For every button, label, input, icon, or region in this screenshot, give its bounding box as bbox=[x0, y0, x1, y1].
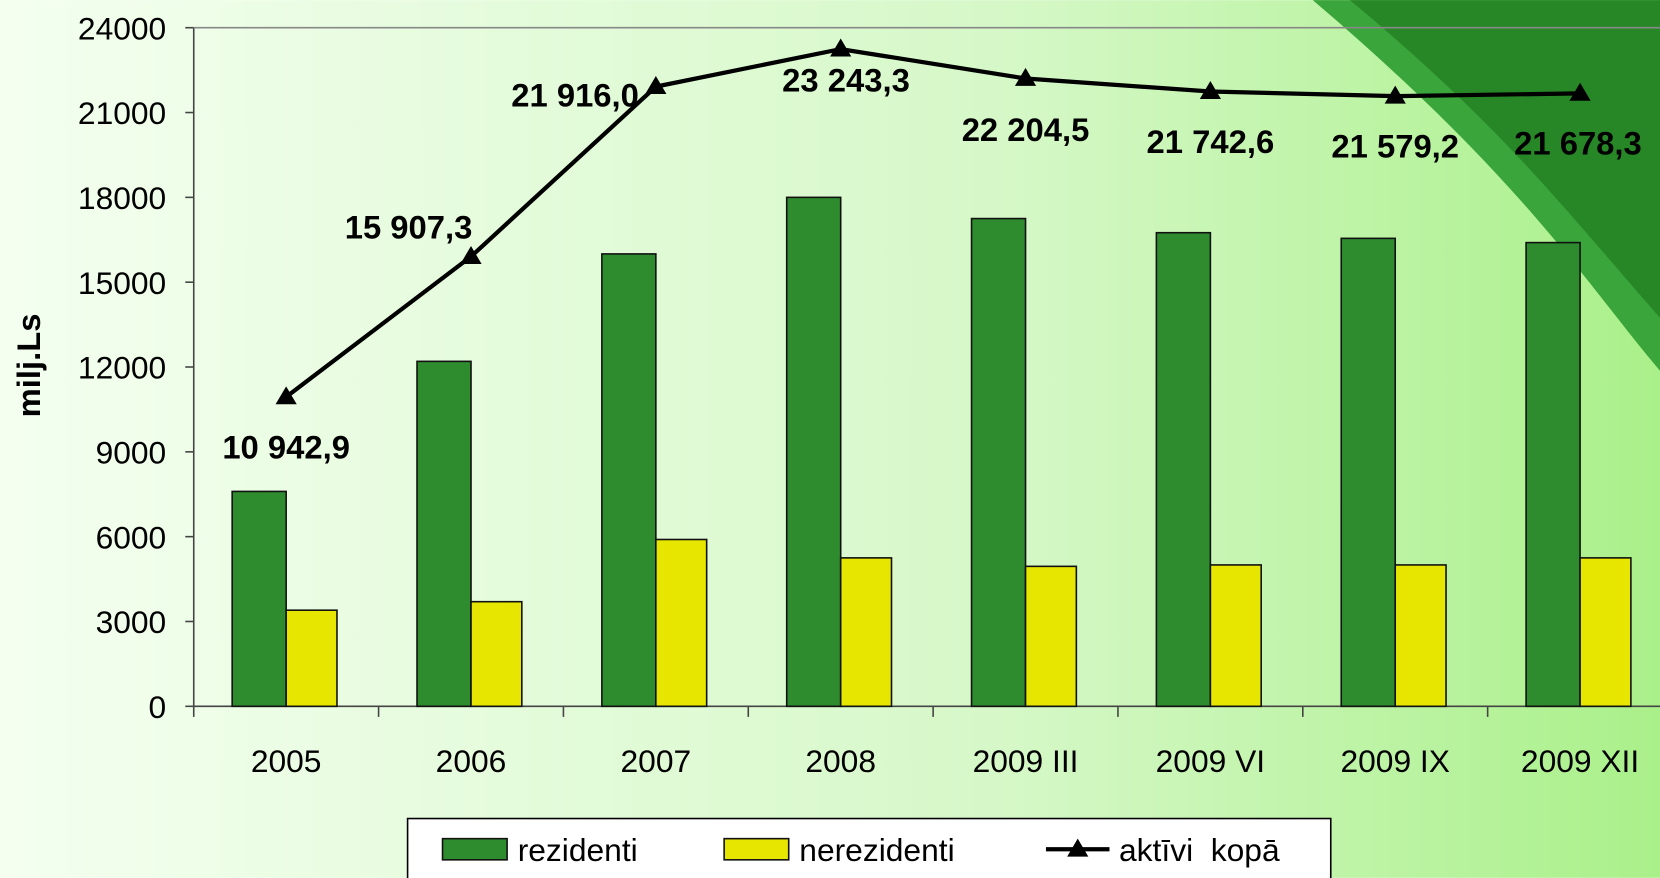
line-marker bbox=[1569, 82, 1591, 101]
legend bbox=[406, 817, 1332, 878]
line-marker bbox=[1199, 80, 1221, 99]
y-tick-label: 9000 bbox=[96, 434, 167, 470]
x-tick-label: 2009 III bbox=[973, 743, 1079, 779]
x-tick-label: 2006 bbox=[436, 743, 507, 779]
bar bbox=[1155, 231, 1212, 708]
bar bbox=[655, 538, 708, 708]
data-label: 21 916,0 bbox=[511, 77, 639, 114]
bar bbox=[1525, 241, 1581, 708]
legend-label: nerezidenti bbox=[799, 832, 954, 868]
x-tick-label: 2007 bbox=[621, 743, 692, 779]
x-tick-label: 2009 XII bbox=[1521, 743, 1639, 779]
bar bbox=[785, 196, 842, 708]
data-label: 21 742,6 bbox=[1147, 123, 1275, 160]
y-tick-label: 21000 bbox=[78, 95, 166, 131]
bar bbox=[970, 217, 1027, 708]
data-label: 21 678,3 bbox=[1514, 125, 1642, 162]
y-tick-label: 24000 bbox=[78, 10, 166, 46]
y-tick-label: 0 bbox=[149, 689, 167, 725]
line-marker bbox=[460, 245, 482, 264]
bar bbox=[231, 490, 287, 708]
legend-label: rezidenti bbox=[518, 832, 638, 868]
y-axis-label: milj.Ls bbox=[10, 313, 47, 417]
line bbox=[284, 46, 1581, 399]
bar bbox=[1024, 565, 1078, 708]
data-label: 23 243,3 bbox=[782, 61, 910, 98]
y-tick-label: 12000 bbox=[78, 350, 166, 386]
legend-swatch bbox=[441, 837, 508, 861]
line-marker bbox=[830, 38, 852, 57]
line-marker bbox=[275, 386, 297, 405]
x-tick-label: 2005 bbox=[251, 743, 322, 779]
bar bbox=[416, 360, 472, 708]
line-marker bbox=[1014, 67, 1037, 86]
bar bbox=[839, 557, 893, 708]
y-tick-label: 18000 bbox=[78, 180, 166, 216]
line-marker bbox=[1384, 85, 1406, 104]
bar bbox=[1394, 564, 1447, 708]
data-label: 21 579,2 bbox=[1331, 128, 1459, 165]
data-label: 22 204,5 bbox=[962, 111, 1090, 148]
legend-label: aktīvi kopā bbox=[1119, 832, 1280, 868]
decor-stripe bbox=[1349, 0, 1660, 318]
bar bbox=[1579, 557, 1632, 708]
data-label: 10 942,9 bbox=[222, 428, 350, 465]
y-tick-label: 15000 bbox=[78, 265, 166, 301]
bar bbox=[285, 609, 338, 708]
y-tick-label: 6000 bbox=[96, 519, 167, 555]
x-tick-label: 2008 bbox=[805, 743, 876, 779]
bar bbox=[470, 600, 523, 708]
legend-swatch bbox=[723, 837, 790, 861]
x-tick-label: 2009 IX bbox=[1340, 743, 1449, 779]
bar bbox=[1340, 237, 1397, 708]
y-tick-label: 3000 bbox=[96, 604, 167, 640]
line-marker bbox=[645, 76, 667, 95]
legend-marker bbox=[1067, 838, 1089, 857]
bar bbox=[1209, 564, 1262, 708]
data-label: 15 907,3 bbox=[345, 209, 473, 246]
bar bbox=[601, 253, 657, 708]
x-tick-label: 2009 VI bbox=[1156, 743, 1265, 779]
